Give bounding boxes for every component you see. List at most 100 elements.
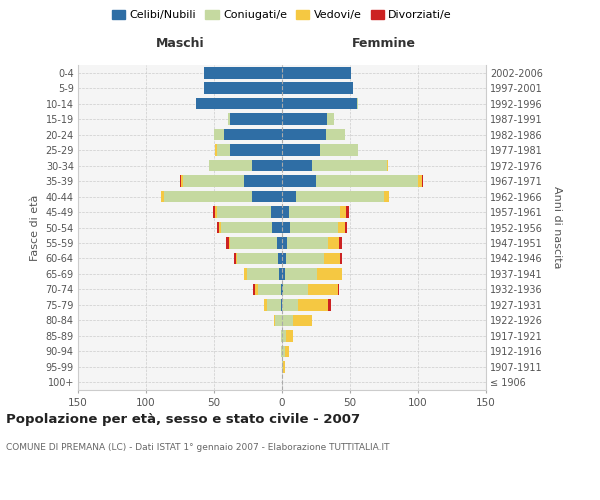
Bar [279,268,282,280]
Bar [212,206,215,218]
Bar [282,252,286,264]
Bar [387,160,388,172]
Bar [282,67,352,78]
Bar [281,299,282,310]
Legend: Celibi/Nubili, Coniugati/e, Vedovi/e, Divorziati/e: Celibi/Nubili, Coniugati/e, Vedovi/e, Di… [107,6,457,25]
Bar [290,222,338,234]
Bar [282,190,296,202]
Bar [324,252,340,264]
Bar [287,237,328,249]
Bar [282,237,287,249]
Bar [357,98,358,110]
Bar [338,284,339,295]
Bar [209,160,252,172]
Bar [282,114,327,125]
Bar [275,314,282,326]
Text: Femmine: Femmine [352,37,416,50]
Bar [217,206,271,218]
Bar [317,268,342,280]
Bar [286,330,293,342]
Bar [278,252,282,264]
Bar [282,129,326,140]
Bar [214,129,224,140]
Bar [296,190,384,202]
Bar [257,284,281,295]
Bar [281,284,282,295]
Bar [215,206,217,218]
Bar [252,190,282,202]
Bar [272,222,282,234]
Bar [282,160,312,172]
Bar [282,346,285,357]
Bar [340,206,346,218]
Bar [220,222,221,234]
Y-axis label: Anni di nascita: Anni di nascita [553,186,562,269]
Bar [277,237,282,249]
Bar [282,176,316,187]
Bar [274,314,275,326]
Text: Maschi: Maschi [155,37,205,50]
Bar [230,144,282,156]
Bar [271,206,282,218]
Bar [236,252,237,264]
Bar [227,114,230,125]
Bar [252,160,282,172]
Bar [217,144,230,156]
Bar [282,299,298,310]
Bar [282,314,293,326]
Bar [422,176,424,187]
Bar [282,82,353,94]
Bar [344,222,347,234]
Bar [161,190,164,202]
Bar [281,330,282,342]
Bar [339,237,342,249]
Bar [235,252,236,264]
Bar [255,284,257,295]
Bar [221,222,272,234]
Bar [217,222,220,234]
Bar [286,252,324,264]
Bar [230,114,282,125]
Bar [326,129,344,140]
Bar [215,144,217,156]
Bar [282,284,283,295]
Bar [285,346,289,357]
Bar [267,299,281,310]
Bar [316,176,418,187]
Bar [293,314,312,326]
Bar [282,361,283,372]
Bar [328,237,339,249]
Bar [253,284,255,295]
Bar [327,114,334,125]
Y-axis label: Fasce di età: Fasce di età [30,194,40,260]
Bar [282,206,289,218]
Bar [283,361,285,372]
Bar [237,252,278,264]
Bar [244,176,282,187]
Text: Popolazione per età, sesso e stato civile - 2007: Popolazione per età, sesso e stato civil… [6,412,360,426]
Bar [298,299,328,310]
Bar [282,222,290,234]
Bar [282,330,286,342]
Bar [320,144,358,156]
Bar [247,268,279,280]
Bar [308,284,338,295]
Bar [312,160,387,172]
Bar [226,237,229,249]
Bar [282,268,285,280]
Bar [180,176,181,187]
Bar [285,268,317,280]
Bar [181,176,183,187]
Bar [229,237,230,249]
Bar [230,237,277,249]
Bar [384,190,389,202]
Bar [418,176,422,187]
Bar [340,252,342,264]
Bar [338,222,344,234]
Bar [282,98,357,110]
Bar [164,190,252,202]
Bar [183,176,244,187]
Bar [289,206,340,218]
Text: COMUNE DI PREMANA (LC) - Dati ISTAT 1° gennaio 2007 - Elaborazione TUTTITALIA.IT: COMUNE DI PREMANA (LC) - Dati ISTAT 1° g… [6,442,389,452]
Bar [205,82,282,94]
